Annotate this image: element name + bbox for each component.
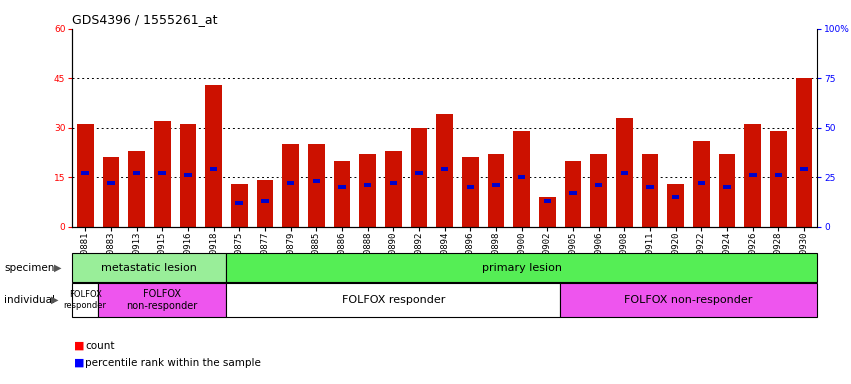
Bar <box>646 185 654 189</box>
Text: ▶: ▶ <box>54 263 61 273</box>
Bar <box>544 199 551 203</box>
Bar <box>338 185 346 189</box>
Bar <box>231 184 248 227</box>
Bar <box>591 154 607 227</box>
Bar <box>492 183 500 187</box>
Text: FOLFOX responder: FOLFOX responder <box>341 295 445 305</box>
Text: count: count <box>85 341 115 351</box>
Bar <box>82 171 89 175</box>
Text: FOLFOX
non-responder: FOLFOX non-responder <box>127 289 197 311</box>
Bar <box>158 171 166 175</box>
Bar <box>616 118 633 227</box>
Bar <box>723 185 731 189</box>
Bar <box>359 154 376 227</box>
Bar <box>390 181 397 185</box>
Text: individual: individual <box>4 295 55 305</box>
Bar <box>283 144 299 227</box>
Text: percentile rank within the sample: percentile rank within the sample <box>85 358 261 368</box>
Bar <box>667 184 684 227</box>
Text: primary lesion: primary lesion <box>482 263 562 273</box>
Bar <box>462 157 478 227</box>
Bar <box>256 180 273 227</box>
Text: FOLFOX
responder: FOLFOX responder <box>64 290 106 310</box>
Bar <box>180 124 197 227</box>
Bar <box>236 201 243 205</box>
Text: ■: ■ <box>74 341 84 351</box>
Bar <box>226 283 560 317</box>
Bar <box>385 151 402 227</box>
Bar <box>749 173 757 177</box>
Bar <box>72 253 226 282</box>
Text: GDS4396 / 1555261_at: GDS4396 / 1555261_at <box>72 13 218 26</box>
Bar <box>796 78 813 227</box>
Bar <box>411 127 427 227</box>
Bar <box>672 195 679 199</box>
Bar <box>620 171 628 175</box>
Bar <box>539 197 556 227</box>
Bar <box>801 167 808 171</box>
Bar <box>745 124 761 227</box>
Bar <box>287 181 294 185</box>
Bar <box>226 253 817 282</box>
Bar <box>107 181 115 185</box>
Bar <box>308 144 324 227</box>
Text: ■: ■ <box>74 358 84 368</box>
Bar <box>261 199 269 203</box>
Text: ▶: ▶ <box>51 295 59 305</box>
Bar <box>210 167 217 171</box>
Bar <box>312 179 320 183</box>
Bar <box>698 181 705 185</box>
Bar <box>774 173 782 177</box>
Bar <box>595 183 603 187</box>
Bar <box>565 161 581 227</box>
Bar <box>415 171 423 175</box>
Bar <box>184 173 191 177</box>
Text: metastatic lesion: metastatic lesion <box>101 263 197 273</box>
Bar <box>98 283 226 317</box>
Bar <box>133 171 140 175</box>
Bar <box>513 131 530 227</box>
Bar <box>770 131 787 227</box>
Bar <box>693 141 710 227</box>
Bar <box>518 175 525 179</box>
Bar <box>569 191 577 195</box>
Text: specimen: specimen <box>4 263 54 273</box>
Bar <box>77 124 94 227</box>
Bar <box>441 167 448 171</box>
Bar <box>719 154 735 227</box>
Bar <box>205 85 222 227</box>
Bar <box>334 161 351 227</box>
Bar <box>642 154 659 227</box>
Bar <box>102 157 119 227</box>
Bar <box>154 121 170 227</box>
Bar <box>466 185 474 189</box>
Bar <box>364 183 371 187</box>
Bar <box>437 114 453 227</box>
Bar <box>488 154 505 227</box>
Bar <box>560 283 817 317</box>
Bar <box>72 283 98 317</box>
Text: FOLFOX non-responder: FOLFOX non-responder <box>625 295 753 305</box>
Bar <box>129 151 145 227</box>
